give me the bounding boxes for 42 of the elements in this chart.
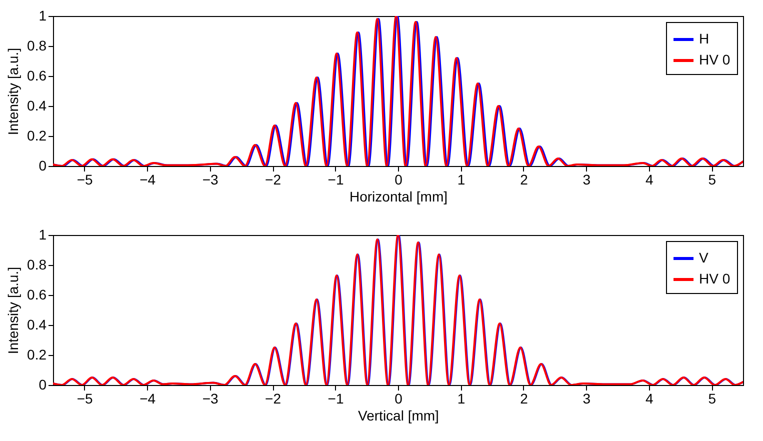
x-axis-title: Vertical [mm] <box>358 408 439 424</box>
y-tick-label: 0.6 <box>27 68 47 84</box>
x-axis-title: Horizontal [mm] <box>349 188 448 204</box>
x-tick-label: 2 <box>520 390 528 406</box>
legend-label: HV 0 <box>699 270 730 286</box>
legend-label: H <box>699 30 710 46</box>
y-tick-label: 0.6 <box>27 286 47 302</box>
x-tick-label: −4 <box>140 172 156 188</box>
x-tick-label: 3 <box>582 390 591 406</box>
y-tick-label: 0.8 <box>27 256 47 272</box>
x-tick-label: −3 <box>202 172 219 188</box>
x-tick-label: 4 <box>646 172 654 188</box>
x-tick-label: −2 <box>265 390 282 406</box>
x-tick-label: −1 <box>328 172 344 188</box>
x-tick-label: −3 <box>202 390 219 406</box>
x-tick-label: 1 <box>457 172 466 188</box>
x-tick-label: 1 <box>457 390 466 406</box>
x-tick-label: −5 <box>76 390 94 406</box>
x-tick-label: 5 <box>708 390 716 406</box>
legend-label: HV 0 <box>699 52 730 68</box>
x-tick-label: 5 <box>708 172 716 188</box>
y-tick-label: 1 <box>38 226 47 242</box>
x-tick-label: 3 <box>582 172 591 188</box>
y-tick-label: 0 <box>38 158 47 174</box>
legend-label: V <box>699 250 709 266</box>
y-tick-label: 0.8 <box>27 38 47 54</box>
x-tick-label: −2 <box>265 172 282 188</box>
x-tick-label: −4 <box>140 390 156 406</box>
y-tick-label: 0.4 <box>27 98 47 114</box>
y-tick-label: 0.2 <box>27 346 47 362</box>
y-tick-label: 0 <box>38 376 47 392</box>
x-tick-label: 2 <box>520 172 528 188</box>
x-tick-label: 0 <box>394 390 403 406</box>
y-tick-label: 0.4 <box>27 316 47 332</box>
y-tick-label: 1 <box>38 8 47 24</box>
y-axis-title: Intensity [a.u.] <box>5 48 22 136</box>
x-tick-label: −5 <box>76 172 94 188</box>
x-tick-label: 0 <box>394 172 403 188</box>
y-axis-title: Intensity [a.u.] <box>5 266 22 354</box>
x-tick-label: 4 <box>646 390 654 406</box>
y-tick-label: 0.2 <box>27 128 47 144</box>
x-tick-label: −1 <box>328 390 344 406</box>
